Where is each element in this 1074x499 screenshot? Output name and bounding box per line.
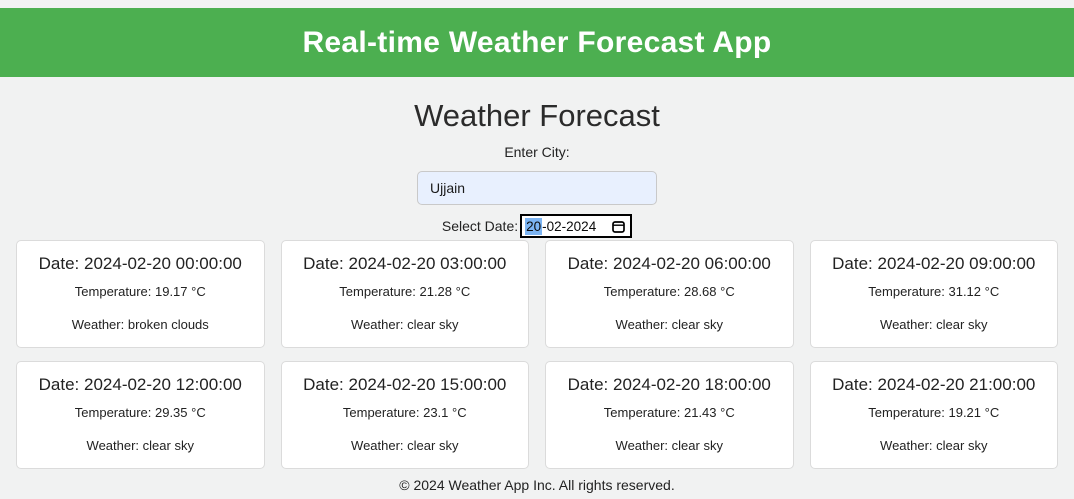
page-title: Weather Forecast [414, 98, 660, 133]
card-temperature: Temperature: 31.12 °C [868, 284, 1000, 299]
forecast-cards-grid: Date: 2024-02-20 00:00:00 Temperature: 1… [0, 238, 1074, 469]
footer-text: © 2024 Weather App Inc. All rights reser… [399, 477, 675, 493]
date-day-segment[interactable]: 20 [525, 217, 543, 235]
card-date: Date: 2024-02-20 09:00:00 [832, 254, 1036, 273]
card-weather: Weather: clear sky [615, 317, 723, 332]
weather-card: Date: 2024-02-20 06:00:00 Temperature: 2… [545, 240, 794, 348]
card-date: Date: 2024-02-20 15:00:00 [303, 375, 507, 394]
card-temperature: Temperature: 21.28 °C [339, 284, 471, 299]
card-temperature: Temperature: 21.43 °C [603, 405, 735, 420]
card-weather: Weather: clear sky [86, 438, 194, 453]
card-temperature: Temperature: 19.21 °C [868, 405, 1000, 420]
date-month-year-segments[interactable]: -02-2024 [542, 218, 597, 234]
card-weather: Weather: clear sky [880, 317, 988, 332]
weather-card: Date: 2024-02-20 09:00:00 Temperature: 3… [809, 240, 1058, 348]
app-footer: © 2024 Weather App Inc. All rights reser… [0, 469, 1074, 499]
card-temperature: Temperature: 29.35 °C [74, 405, 206, 420]
date-label: Select Date: [441, 218, 519, 234]
app-header: Real-time Weather Forecast App [0, 8, 1074, 77]
card-weather: Weather: broken clouds [71, 317, 209, 332]
main-content: Weather Forecast Enter City: Select Date… [0, 98, 1074, 469]
card-date: Date: 2024-02-20 03:00:00 [303, 254, 507, 273]
card-date: Date: 2024-02-20 00:00:00 [38, 254, 242, 273]
weather-card: Date: 2024-02-20 21:00:00 Temperature: 1… [809, 361, 1058, 469]
card-date: Date: 2024-02-20 06:00:00 [567, 254, 771, 273]
card-temperature: Temperature: 23.1 °C [342, 405, 467, 420]
weather-card: Date: 2024-02-20 12:00:00 Temperature: 2… [16, 361, 265, 469]
date-row: Select Date: 20-02-2024 [0, 214, 1074, 238]
weather-card: Date: 2024-02-20 03:00:00 Temperature: 2… [280, 240, 529, 348]
card-date: Date: 2024-02-20 12:00:00 [38, 375, 242, 394]
date-input-value[interactable]: 20-02-2024 [525, 217, 597, 235]
card-weather: Weather: clear sky [351, 317, 459, 332]
calendar-icon[interactable] [612, 220, 625, 233]
card-date: Date: 2024-02-20 21:00:00 [832, 375, 1036, 394]
weather-card: Date: 2024-02-20 15:00:00 Temperature: 2… [280, 361, 529, 469]
city-input[interactable] [417, 171, 657, 205]
card-temperature: Temperature: 19.17 °C [74, 284, 206, 299]
weather-card: Date: 2024-02-20 00:00:00 Temperature: 1… [16, 240, 265, 348]
card-date: Date: 2024-02-20 18:00:00 [567, 375, 771, 394]
card-weather: Weather: clear sky [351, 438, 459, 453]
card-weather: Weather: clear sky [880, 438, 988, 453]
card-weather: Weather: clear sky [615, 438, 723, 453]
card-temperature: Temperature: 28.68 °C [603, 284, 735, 299]
city-label: Enter City: [504, 144, 570, 160]
app-title: Real-time Weather Forecast App [302, 25, 772, 59]
weather-card: Date: 2024-02-20 18:00:00 Temperature: 2… [545, 361, 794, 469]
date-input[interactable]: 20-02-2024 [520, 214, 633, 238]
